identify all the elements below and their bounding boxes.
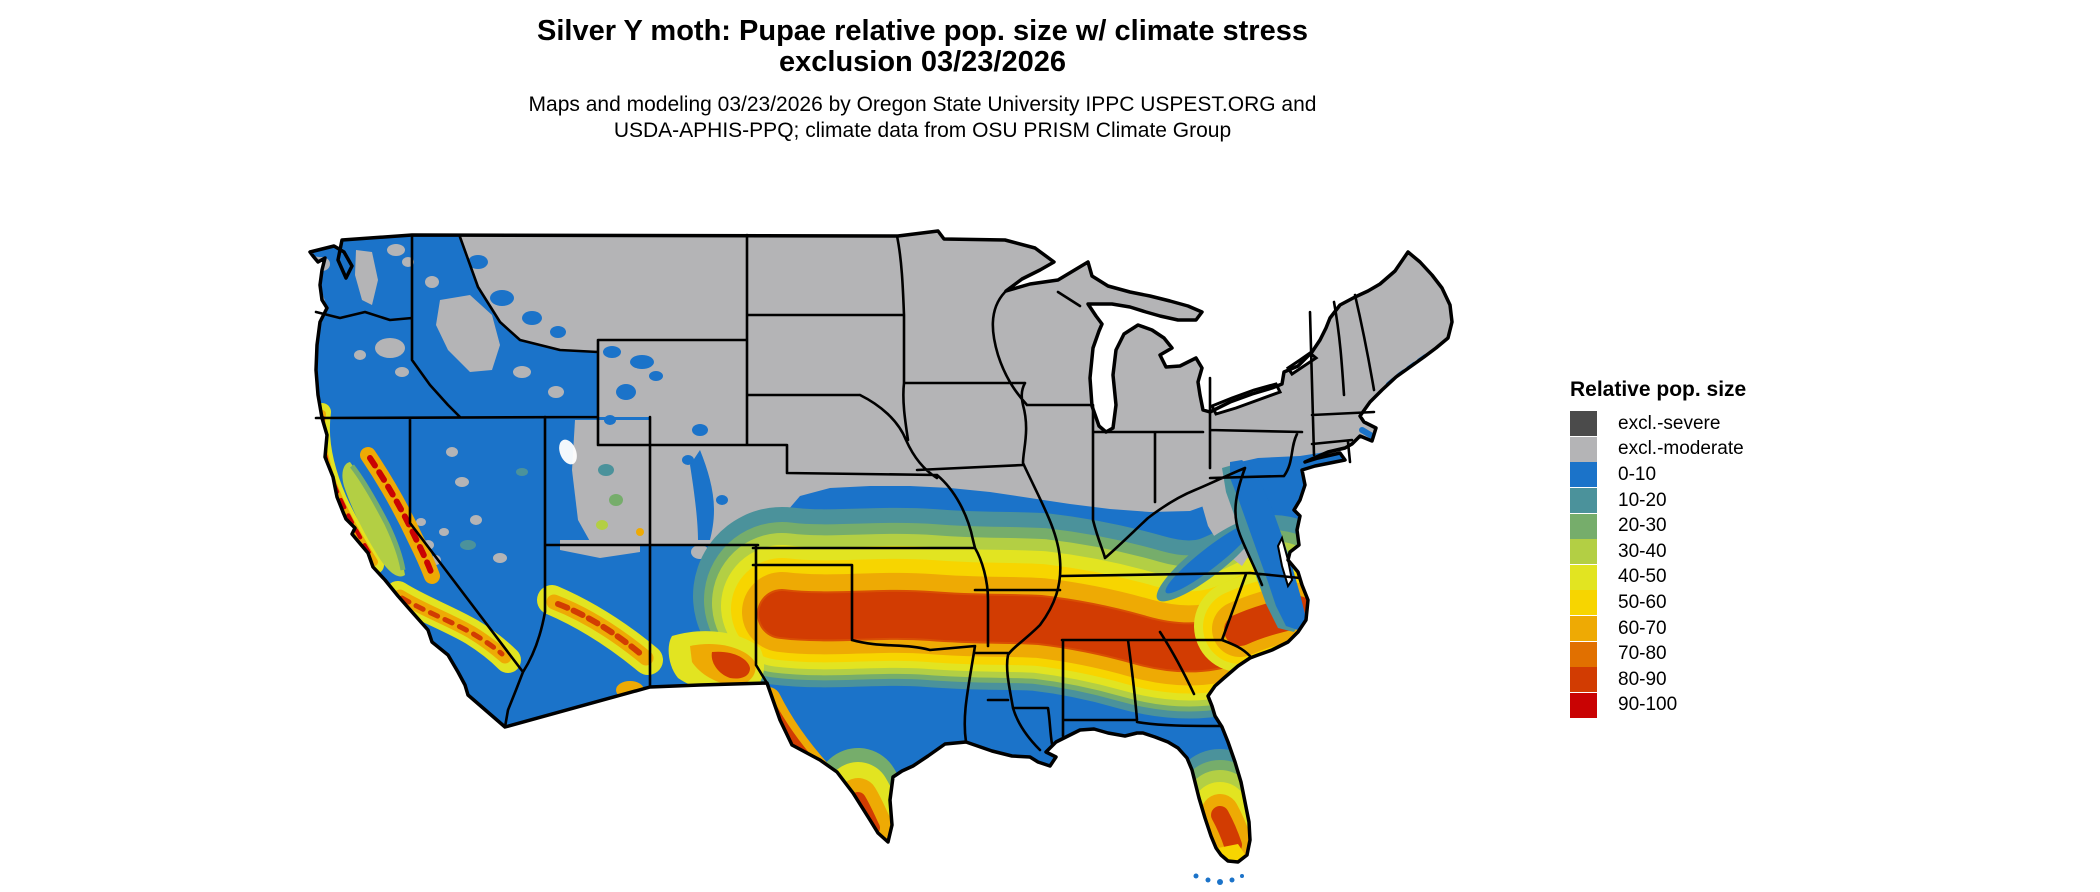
legend: Relative pop. size excl.-severe excl.-mo… — [1570, 378, 1870, 718]
legend-swatch-10-20 — [1570, 488, 1597, 514]
great-salt-lake — [559, 439, 577, 465]
legend-row: 80-90 — [1570, 667, 1870, 693]
legend-row: 60-70 — [1570, 616, 1870, 642]
map-subtitle-line1: Maps and modeling 03/23/2026 by Oregon S… — [528, 93, 1317, 116]
legend-swatch-80-90 — [1570, 667, 1597, 693]
legend-row: 0-10 — [1570, 462, 1870, 488]
legend-label: 40-50 — [1618, 566, 1667, 588]
blue-mountain-patches — [468, 255, 728, 540]
map-title: Silver Y moth: Pupae relative pop. size … — [0, 16, 1845, 78]
legend-row: 50-60 — [1570, 590, 1870, 616]
legend-label: 50-60 — [1618, 591, 1667, 613]
socal-red — [399, 595, 505, 657]
coastal-blue-strip — [1230, 460, 1306, 630]
state-borders — [314, 233, 1376, 752]
legend-row: 30-40 — [1570, 539, 1870, 565]
legend-label: 60-70 — [1618, 617, 1667, 639]
legend-title: Relative pop. size — [1570, 378, 1747, 401]
legend-row: 10-20 — [1570, 488, 1870, 514]
map-subtitle: Maps and modeling 03/23/2026 by Oregon S… — [0, 92, 1845, 144]
map-title-line2: exclusion 03/23/2026 — [779, 46, 1066, 78]
central-valley — [342, 462, 405, 577]
legend-swatch-excl-severe — [1570, 411, 1597, 437]
legend-label: 80-90 — [1618, 668, 1667, 690]
legend-row: excl.-severe — [1570, 411, 1870, 437]
region-utah-gray — [572, 420, 650, 545]
new-mexico-warm — [668, 631, 765, 696]
legend-label: 10-20 — [1618, 489, 1667, 511]
legend-swatch-0-10 — [1570, 462, 1597, 488]
legend-swatch-20-30 — [1570, 513, 1597, 539]
legend-swatch-50-60 — [1570, 590, 1597, 616]
legend-row: 90-100 — [1570, 692, 1870, 719]
legend-row: 40-50 — [1570, 564, 1870, 591]
legend-label: excl.-moderate — [1618, 438, 1744, 460]
legend-label: 20-30 — [1618, 515, 1667, 537]
florida-bands — [1220, 799, 1233, 845]
utah-plateau-spots — [460, 464, 644, 550]
legend-swatch-90-100 — [1570, 692, 1597, 718]
map-subtitle-line2: USDA-APHIS-PPQ; climate data from OSU PR… — [613, 119, 1232, 142]
map-title-line1: Silver Y moth: Pupae relative pop. size … — [537, 15, 1308, 47]
appalachian-blue-tongue — [1165, 522, 1255, 594]
legend-swatch-60-70 — [1570, 616, 1597, 642]
legend-row: 20-30 — [1570, 513, 1870, 539]
legend-label: 90-100 — [1618, 694, 1678, 716]
legend-swatch-40-50 — [1570, 564, 1597, 590]
florida-keys — [1193, 873, 1244, 885]
legend-label: excl.-severe — [1618, 412, 1721, 434]
arizona-mogollon — [537, 585, 663, 675]
legend-label: 0-10 — [1618, 463, 1657, 485]
central-valley-green-edge — [350, 464, 406, 571]
legend-row: excl.-moderate — [1570, 436, 1870, 463]
legend-label: 30-40 — [1618, 540, 1667, 562]
legend-label: 70-80 — [1618, 643, 1667, 665]
legend-swatch-30-40 — [1570, 539, 1597, 565]
legend-swatch-70-80 — [1570, 641, 1597, 667]
sierra-red — [367, 455, 434, 575]
legend-swatch-excl-moderate — [1570, 436, 1597, 462]
legend-row: 70-80 — [1570, 641, 1870, 667]
